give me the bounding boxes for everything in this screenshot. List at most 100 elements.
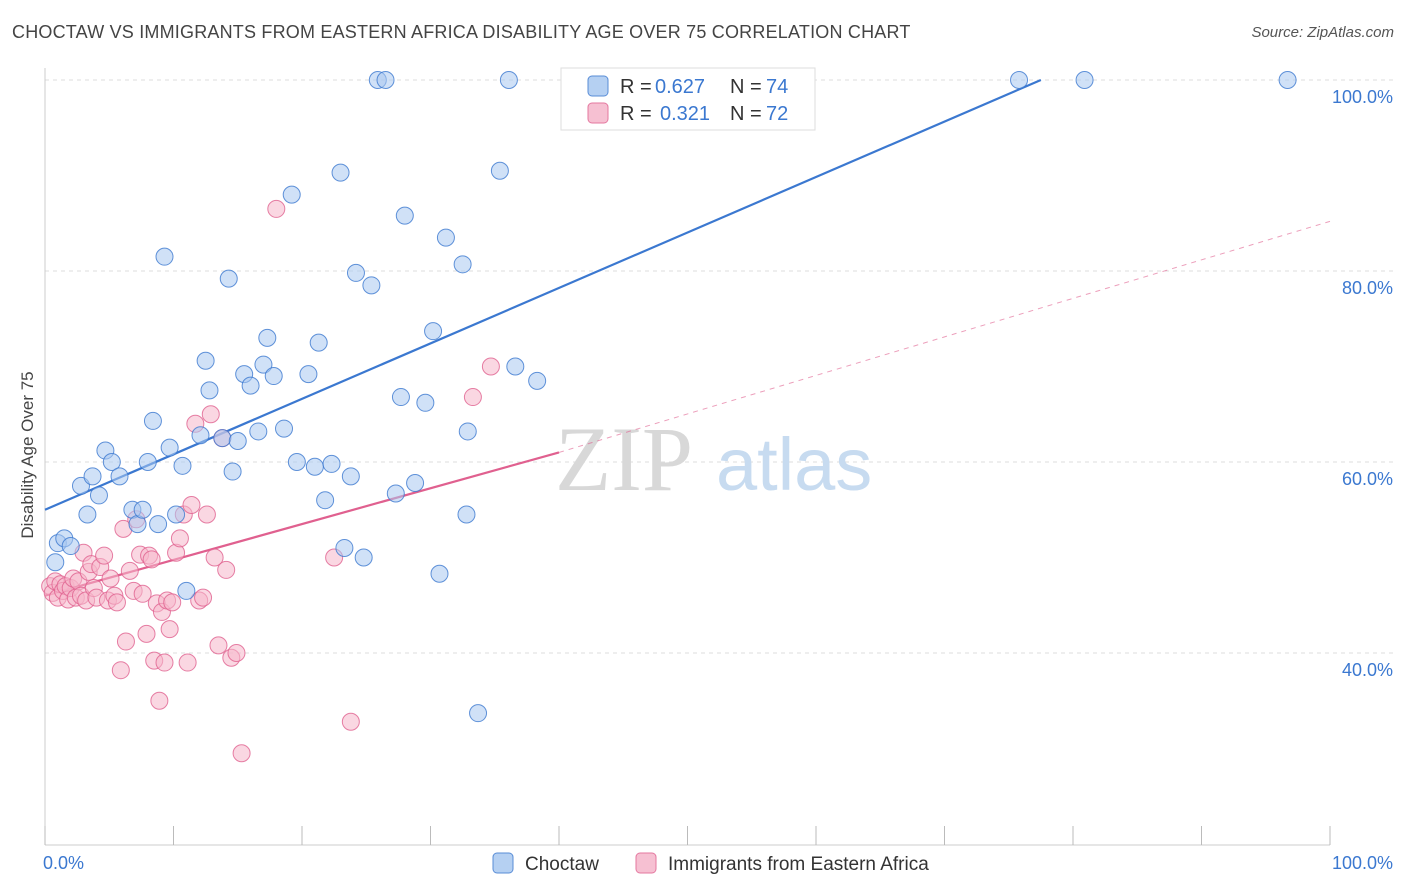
x-tick-label-min: 0.0%	[43, 853, 84, 873]
choctaw-point-52	[391, 388, 410, 407]
watermark-zip: ZIP	[555, 408, 693, 510]
choctaw-point-22	[191, 426, 210, 445]
series-choctaw-points	[46, 71, 1297, 723]
choctaw-point-15	[143, 411, 162, 430]
legend-n-value-2: 72	[766, 103, 788, 125]
choctaw-point-65	[506, 357, 525, 376]
choctaw-point-32	[254, 355, 273, 374]
choctaw-point-27	[223, 462, 242, 481]
legend-swatch-immigrants	[587, 102, 609, 124]
legend-n-label-2: N =	[730, 103, 762, 125]
choctaw-point-36	[282, 185, 301, 204]
source-label: Source: ZipAtlas.com	[1251, 24, 1394, 41]
immigrants-point-35	[142, 550, 161, 569]
choctaw-point-4	[71, 476, 90, 495]
series-immigrants-points	[41, 199, 500, 763]
choctaw-point-37	[287, 453, 306, 471]
bottom-legend-swatch-immigrants	[635, 852, 657, 874]
immigrants-point-63	[341, 712, 360, 731]
choctaw-point-62	[469, 704, 488, 723]
choctaw-point-68	[1075, 71, 1094, 89]
immigrants-point-52	[197, 505, 216, 524]
choctaw-point-58	[436, 228, 455, 247]
choctaw-point-45	[341, 467, 360, 486]
immigrants-point-55	[209, 636, 228, 655]
bottom-legend-label-choctaw: Choctaw	[525, 854, 599, 875]
immigrants-point-32	[133, 584, 152, 603]
choctaw-point-57	[430, 564, 449, 583]
choctaw-point-51	[386, 484, 405, 503]
choctaw-point-16	[149, 515, 168, 534]
choctaw-point-59	[453, 255, 472, 274]
trend-line-choctaw	[44, 78, 1042, 511]
legend-n-label-1: N =	[730, 76, 762, 98]
legend-r-value-2: 0.321	[660, 103, 710, 125]
immigrants-point-40	[155, 653, 174, 672]
choctaw-point-18	[160, 438, 179, 457]
grid-lines	[45, 79, 1393, 654]
y-axis-label: Disability Age Over 75	[18, 371, 37, 538]
choctaw-point-44	[335, 538, 354, 557]
immigrants-point-54	[205, 548, 224, 567]
choctaw-point-64	[499, 71, 518, 89]
choctaw-point-35	[275, 419, 294, 438]
choctaw-point-66	[528, 371, 547, 390]
choctaw-point-39	[305, 457, 324, 476]
immigrants-point-28	[120, 561, 139, 580]
immigrants-point-20	[95, 546, 114, 565]
watermark-atlas: atlas	[716, 423, 872, 506]
immigrants-point-60	[232, 744, 251, 763]
legend-r-label-1: R =	[620, 76, 652, 98]
immigrants-point-27	[116, 632, 135, 651]
immigrants-point-25	[111, 661, 130, 680]
choctaw-point-41	[316, 491, 335, 510]
choctaw-point-0	[46, 553, 65, 572]
legend-swatch-choctaw	[587, 75, 609, 97]
immigrants-point-53	[201, 405, 220, 424]
choctaw-point-30	[241, 376, 260, 395]
choctaw-point-69	[1278, 71, 1297, 89]
choctaw-point-17	[155, 247, 174, 266]
choctaw-point-38	[299, 365, 318, 384]
x-tick-label-max: 100.0%	[1332, 853, 1393, 873]
choctaw-point-10	[110, 467, 129, 486]
choctaw-point-20	[173, 456, 192, 475]
chart-title: CHOCTAW VS IMMIGRANTS FROM EASTERN AFRIC…	[12, 22, 911, 42]
immigrants-point-43	[163, 593, 182, 612]
choctaw-point-7	[89, 486, 108, 505]
choctaw-point-21	[177, 581, 196, 600]
choctaw-point-46	[346, 263, 365, 282]
choctaw-point-50	[376, 71, 395, 89]
trend-line-extension-immigrants	[558, 220, 1331, 453]
choctaw-point-28	[228, 431, 247, 450]
watermark: ZIP atlas	[555, 408, 872, 510]
immigrants-point-51	[194, 588, 213, 607]
choctaw-point-34	[264, 367, 283, 386]
y-tick-label-80: 80.0%	[1342, 278, 1393, 298]
choctaw-point-3	[61, 537, 80, 556]
choctaw-point-40	[309, 333, 328, 352]
choctaw-point-5	[78, 505, 97, 524]
choctaw-point-33	[258, 328, 277, 347]
immigrants-point-45	[170, 529, 189, 548]
y-tick-labels: 40.0% 60.0% 80.0% 100.0%	[1332, 87, 1393, 680]
choctaw-point-43	[331, 163, 350, 182]
choctaw-point-63	[490, 161, 509, 180]
immigrants-point-42	[160, 620, 179, 639]
bottom-legend-swatch-choctaw	[492, 852, 514, 874]
choctaw-point-61	[458, 422, 477, 441]
trend-lines	[44, 78, 1331, 597]
choctaw-point-26	[219, 269, 238, 288]
choctaw-point-25	[213, 429, 232, 448]
choctaw-point-47	[354, 548, 373, 567]
y-tick-label-40: 40.0%	[1342, 660, 1393, 680]
correlation-legend: R = 0.627 N = 74 R = 0.321 N = 72	[560, 67, 816, 131]
immigrants-point-48	[182, 495, 201, 514]
choctaw-point-9	[102, 453, 121, 471]
y-tick-label-60: 60.0%	[1342, 469, 1393, 489]
bottom-legend-label-immigrants: Immigrants from Eastern Africa	[668, 854, 929, 875]
choctaw-point-19	[167, 505, 186, 524]
x-axis-ticks	[44, 826, 1331, 845]
choctaw-point-54	[406, 474, 425, 493]
